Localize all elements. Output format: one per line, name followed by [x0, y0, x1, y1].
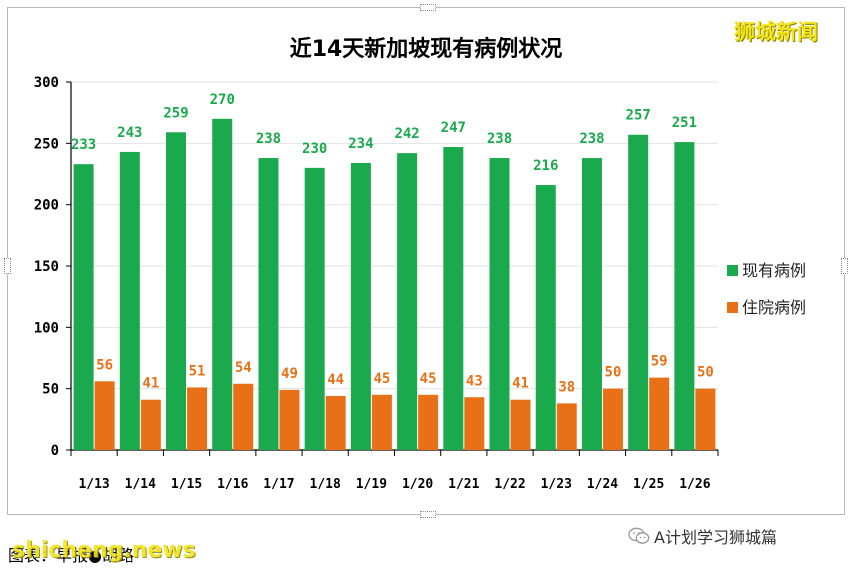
- bars: [73, 118, 716, 451]
- bar-hospitalized: [279, 389, 300, 450]
- legend-label: 住院病例: [742, 298, 806, 317]
- data-label-hospitalized: 38: [558, 379, 575, 395]
- bar-hospitalized: [649, 377, 670, 450]
- bar-hospitalized: [371, 394, 392, 450]
- data-label-hospitalized: 59: [651, 354, 668, 370]
- bar-current-cases: [350, 162, 371, 450]
- data-label-current-cases: 243: [117, 125, 142, 141]
- x-tick-label: 1/13: [78, 477, 109, 492]
- y-tick-label: 200: [34, 198, 59, 214]
- data-label-current-cases: 230: [302, 141, 327, 157]
- bar-current-cases: [674, 142, 695, 450]
- bar-chart: 近14天新加坡现有病例状况 0 50 100 150 200 250 300 1/13 1/14…: [34, 36, 806, 492]
- bar-current-cases: [73, 164, 94, 451]
- data-label-hospitalized: 56: [96, 357, 113, 373]
- resize-handle-top[interactable]: [420, 4, 436, 11]
- bar-hospitalized: [695, 388, 716, 450]
- data-label-current-cases: 257: [626, 108, 651, 124]
- data-label-current-cases: 247: [441, 120, 466, 136]
- wechat-credit-text: A计划学习狮城篇: [654, 528, 777, 547]
- data-labels: 233 56 243 41 259 51 270 54 238 49 230 44 234 45 242 45…: [71, 92, 714, 396]
- data-label-hospitalized: 50: [605, 365, 622, 381]
- data-label-hospitalized: 45: [373, 371, 390, 387]
- data-label-current-cases: 238: [256, 131, 281, 147]
- x-tick-label: 1/19: [356, 477, 387, 492]
- bar-current-cases: [489, 158, 510, 450]
- bar-current-cases: [304, 167, 325, 450]
- legend-label: 现有病例: [742, 261, 806, 280]
- bar-hospitalized: [325, 396, 346, 450]
- data-label-hospitalized: 50: [697, 365, 714, 381]
- legend-swatch: [727, 302, 738, 313]
- resize-handle-bottom[interactable]: [420, 511, 436, 518]
- data-label-current-cases: 238: [579, 131, 604, 147]
- y-tick-label: 100: [34, 320, 59, 336]
- bar-current-cases: [443, 147, 464, 450]
- bar-hospitalized: [556, 403, 577, 450]
- legend-swatch: [727, 265, 738, 276]
- data-label-hospitalized: 49: [281, 366, 298, 382]
- data-label-current-cases: 238: [487, 131, 512, 147]
- bar-hospitalized: [94, 381, 115, 450]
- y-tick-label: 50: [42, 382, 59, 398]
- x-tick-label: 1/16: [217, 477, 248, 492]
- y-tick-label: 300: [34, 75, 59, 91]
- bar-current-cases: [581, 158, 602, 450]
- x-tick-label: 1/14: [125, 477, 156, 492]
- data-label-hospitalized: 51: [189, 363, 206, 379]
- bar-current-cases: [212, 118, 233, 451]
- resize-handle-left[interactable]: [4, 258, 11, 274]
- bar-hospitalized: [464, 397, 485, 450]
- bar-hospitalized: [140, 399, 161, 450]
- bar-current-cases: [258, 158, 279, 450]
- x-tick-label: 1/23: [541, 477, 572, 492]
- data-label-hospitalized: 45: [420, 371, 437, 387]
- y-tick-label: 150: [34, 259, 59, 275]
- x-tick-label: 1/24: [587, 477, 618, 492]
- x-tick-label: 1/21: [448, 477, 479, 492]
- wechat-icon: [628, 527, 650, 544]
- data-label-hospitalized: 44: [327, 372, 344, 388]
- data-label-current-cases: 242: [394, 126, 419, 142]
- x-tick-label: 1/17: [263, 477, 294, 492]
- wechat-credit: A计划学习狮城篇: [628, 524, 777, 548]
- data-label-hospitalized: 54: [235, 360, 252, 376]
- bar-hospitalized: [602, 388, 623, 450]
- x-tick-label: 1/20: [402, 477, 433, 492]
- x-tick-label: 1/26: [679, 477, 710, 492]
- x-tick-label: 1/15: [171, 477, 202, 492]
- data-label-hospitalized: 41: [142, 376, 159, 392]
- data-label-current-cases: 259: [163, 105, 188, 121]
- watermark-logo-top: 狮城新闻: [734, 20, 818, 44]
- x-tick-label: 1/22: [494, 477, 525, 492]
- bar-hospitalized: [233, 383, 254, 450]
- bar-current-cases: [397, 153, 418, 450]
- y-tick-label: 250: [34, 136, 59, 152]
- resize-handle-right[interactable]: [841, 258, 848, 274]
- y-tick-label: 0: [51, 443, 59, 459]
- data-label-current-cases: 234: [348, 136, 373, 152]
- bar-hospitalized: [510, 399, 531, 450]
- bar-hospitalized: [418, 394, 439, 450]
- bar-hospitalized: [187, 387, 208, 450]
- source-note: 图表：早报●胡路: [8, 546, 134, 565]
- axes: 0 50 100 150 200 250 300 1/13 1/14 1/15 1/16 1/17 1/…: [34, 75, 719, 492]
- bar-current-cases: [119, 151, 140, 451]
- data-label-current-cases: 251: [672, 115, 697, 131]
- x-tick-label: 1/18: [310, 477, 341, 492]
- chart-title: 近14天新加坡现有病例状况: [290, 36, 563, 62]
- data-label-hospitalized: 41: [512, 376, 529, 392]
- data-label-current-cases: 216: [533, 158, 558, 174]
- data-label-current-cases: 270: [210, 92, 235, 108]
- bar-current-cases: [535, 185, 556, 451]
- data-label-current-cases: 233: [71, 137, 96, 153]
- bar-current-cases: [166, 132, 187, 450]
- watermark-logo-bottom: shicheng.news: [12, 538, 196, 563]
- data-label-hospitalized: 43: [466, 373, 483, 389]
- bar-current-cases: [628, 134, 649, 450]
- x-tick-label: 1/25: [633, 477, 664, 492]
